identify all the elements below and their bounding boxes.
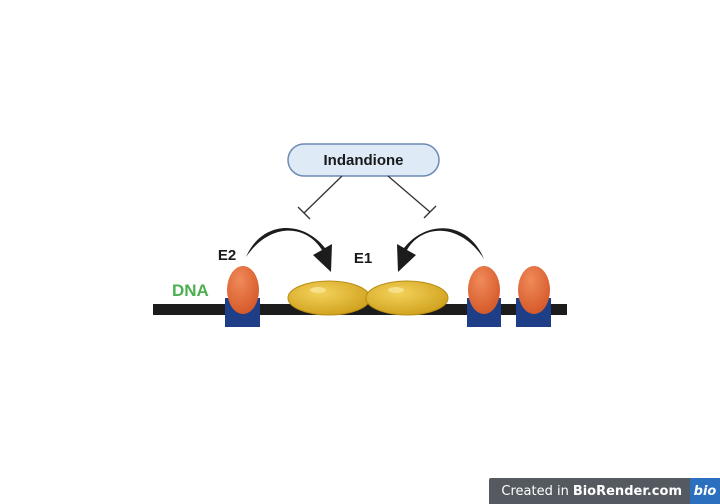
orange-protein-right-1: [468, 266, 500, 314]
badge-text: Created in BioRender.com: [489, 478, 690, 504]
dna-label: DNA: [172, 281, 209, 300]
inhibition-line-right: [387, 175, 437, 219]
badge-brand: BioRender.com: [572, 483, 682, 499]
inhibition-line-left: [297, 175, 343, 220]
yellow-enzyme-right: [365, 280, 449, 316]
badge-prefix: Created in: [501, 483, 569, 499]
e1-label: E1: [354, 250, 372, 267]
e2-label: E2: [218, 247, 236, 264]
biorender-logo-icon: bio: [690, 478, 720, 504]
orange-protein-right-2: [518, 266, 550, 314]
yellow-enzyme-left: [287, 280, 371, 316]
biorender-badge[interactable]: Created in BioRender.com bio: [489, 478, 720, 504]
indandione-label: Indandione: [324, 152, 404, 169]
indandione-box: Indandione: [287, 143, 440, 177]
orange-protein-left: [227, 266, 259, 314]
curved-arrow-left: [246, 228, 332, 272]
curved-arrow-right: [397, 228, 484, 272]
